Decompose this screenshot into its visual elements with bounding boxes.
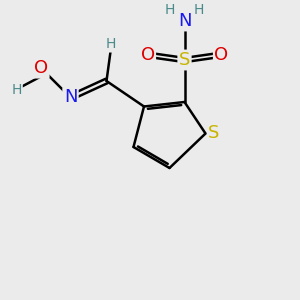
Text: N: N xyxy=(64,88,77,106)
Text: H: H xyxy=(165,3,175,16)
Text: H: H xyxy=(11,83,22,97)
Text: S: S xyxy=(179,51,190,69)
Text: O: O xyxy=(34,59,48,77)
Text: O: O xyxy=(214,46,229,64)
Text: O: O xyxy=(140,46,155,64)
Text: H: H xyxy=(106,38,116,51)
Text: S: S xyxy=(208,124,220,142)
Text: H: H xyxy=(194,3,204,16)
Text: N: N xyxy=(178,12,191,30)
